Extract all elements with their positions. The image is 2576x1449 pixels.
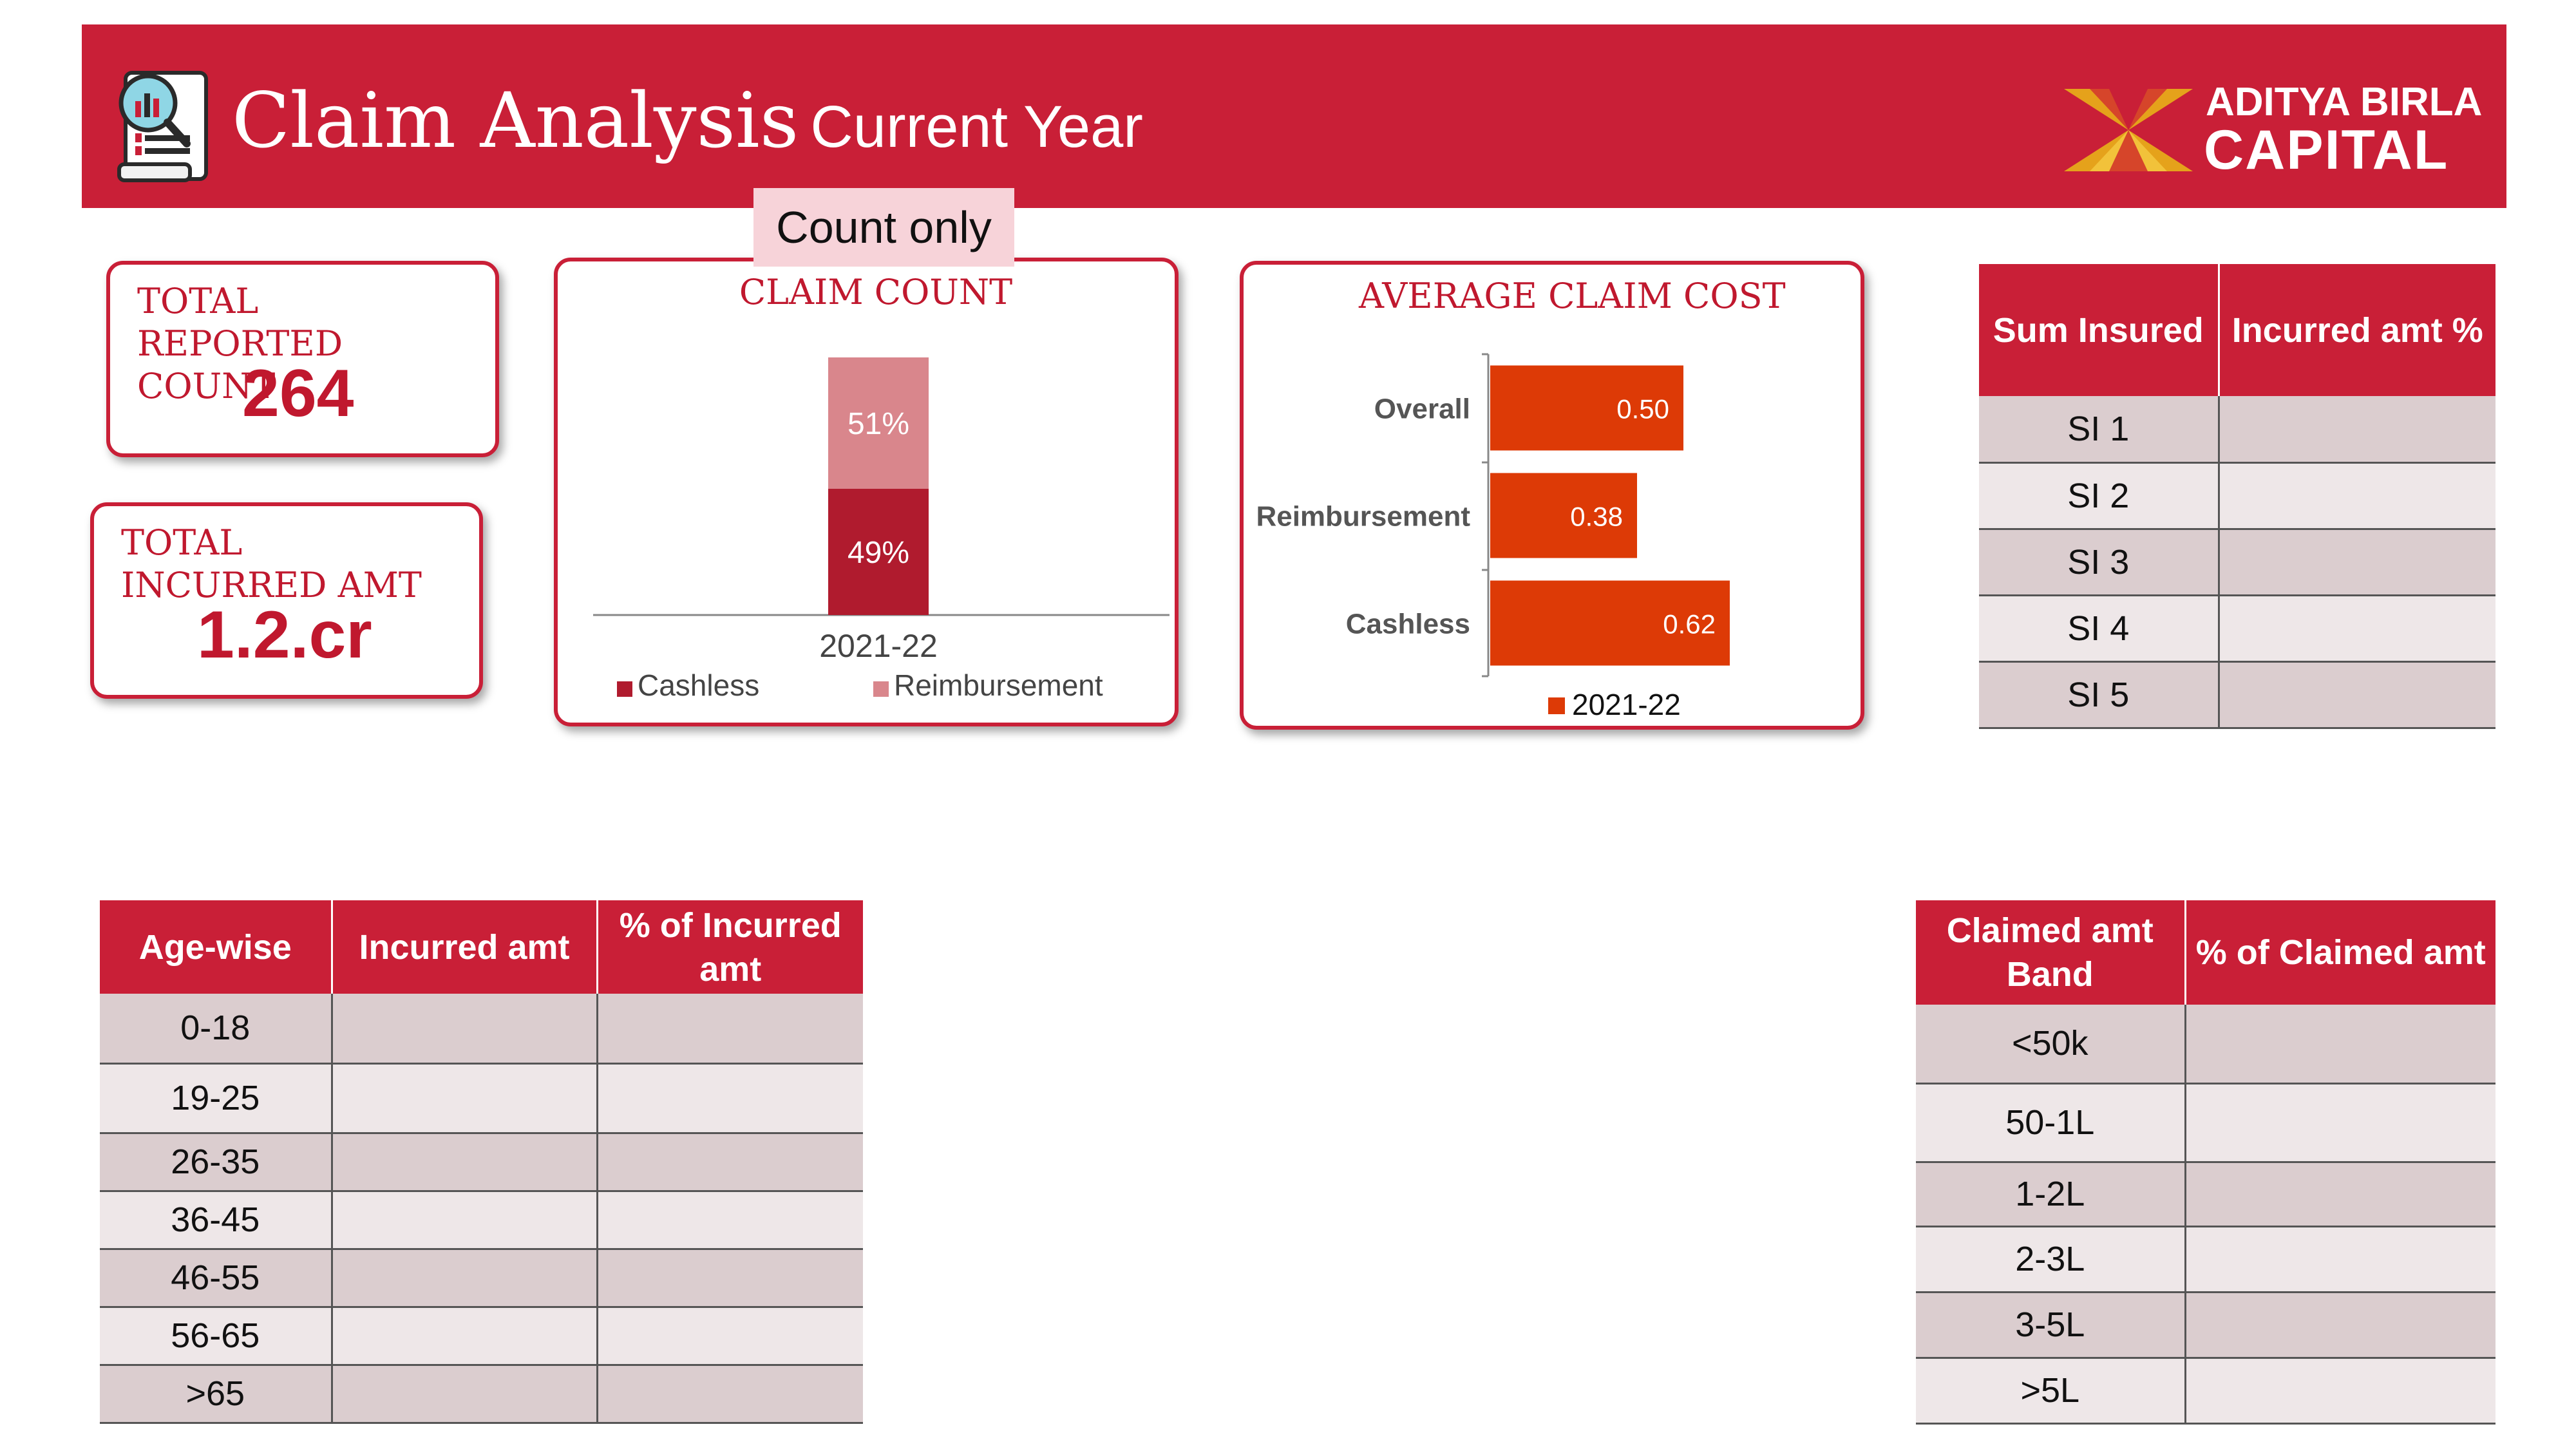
- table-cell: 0-18: [100, 994, 333, 1065]
- bar-cashless: [828, 489, 929, 615]
- bar-reimbursement: [828, 357, 929, 489]
- table-cell: 36-45: [100, 1191, 333, 1250]
- bar-overall: [1490, 365, 1683, 451]
- average-claim-cost-chart: 0.50 Overall 0.38 Reimbursement 0.62 Cashless…: [1256, 353, 1730, 721]
- table-cell: 46-55: [100, 1249, 333, 1308]
- table-cell: [2185, 1292, 2496, 1359]
- table-cell: [597, 1307, 863, 1366]
- legend-swatch-cashless: [617, 681, 632, 697]
- age-wise-table: Age-wise Incurred amt % of Incurred amt …: [100, 900, 863, 1424]
- legend-label-cashless: Cashless: [638, 668, 759, 702]
- table-cell: [2219, 595, 2496, 663]
- category-label-overall: Overall: [1374, 393, 1470, 425]
- claim-count-chart: 49% 51% 2021-22 Cashless Reimbursement: [593, 357, 1170, 702]
- table-cell: [2219, 396, 2496, 464]
- table-cell: SI 5: [1979, 661, 2220, 729]
- total-incurred-card: TOTAL INCURRED AMT 1.2.cr: [90, 502, 483, 699]
- sum-insured-header: Sum Insured: [1979, 264, 2220, 396]
- table-cell: [597, 1133, 863, 1192]
- legend-label-2021-22: 2021-22: [1572, 688, 1681, 721]
- table-cell: >5L: [1916, 1358, 2186, 1425]
- total-incurred-value: 1.2.cr: [197, 598, 372, 672]
- page-subtitle: Current Year: [810, 94, 1143, 160]
- table-cell: [597, 1063, 863, 1134]
- total-incurred-label: TOTAL INCURRED AMT: [121, 522, 422, 605]
- legend-label-reimbursement: Reimbursement: [894, 668, 1103, 702]
- table-cell: SI 4: [1979, 595, 2220, 663]
- aditya-birla-logo-icon: [2064, 89, 2193, 171]
- table-cell: [2185, 1162, 2496, 1227]
- claimed-band-header: Claimed amt Band: [1916, 900, 2186, 1005]
- total-reported-card: TOTAL REPORTED COUNT 264: [106, 261, 499, 457]
- table-cell: <50k: [1916, 1005, 2186, 1084]
- table-cell: SI 3: [1979, 529, 2220, 596]
- table-cell: [332, 994, 598, 1065]
- table-cell: [332, 1249, 598, 1308]
- table-cell: SI 1: [1979, 396, 2220, 464]
- table-cell: [332, 1133, 598, 1192]
- logo-text-line2: CAPITAL: [2204, 119, 2449, 181]
- data-label-cashless: 0.62: [1663, 609, 1716, 639]
- table-cell: [597, 1249, 863, 1308]
- table-cell: [2185, 1083, 2496, 1163]
- average-claim-cost-title: AVERAGE CLAIM COST: [1359, 276, 1786, 316]
- table-cell: 3-5L: [1916, 1292, 2186, 1359]
- table-cell: [2185, 1005, 2496, 1084]
- table-cell: [597, 1191, 863, 1250]
- table-cell: >65: [100, 1365, 333, 1424]
- claimed-amt-band-table: Claimed amt Band % of Claimed amt <50k 5…: [1916, 900, 2496, 1425]
- pct-incurred-header: % of Incurred amt: [597, 900, 863, 994]
- data-label-overall: 0.50: [1616, 394, 1669, 424]
- table-cell: [2185, 1358, 2496, 1425]
- legend-swatch-reimbursement: [873, 681, 889, 697]
- table-cell: 19-25: [100, 1063, 333, 1134]
- table-cell: 1-2L: [1916, 1162, 2186, 1227]
- table-cell: [332, 1191, 598, 1250]
- table-cell: [2219, 462, 2496, 530]
- table-cell: [2185, 1226, 2496, 1293]
- table-cell: 56-65: [100, 1307, 333, 1366]
- pct-claimed-header: % of Claimed amt: [2185, 900, 2496, 1005]
- table-cell: [332, 1063, 598, 1134]
- incurred-pct-header: Incurred amt %: [2219, 264, 2496, 396]
- table-cell: [2219, 529, 2496, 596]
- data-label-reimbursement: 0.38: [1570, 502, 1623, 532]
- page-title-main: Claim Analysis: [232, 76, 799, 165]
- table-cell: [332, 1307, 598, 1366]
- table-cell: 26-35: [100, 1133, 333, 1192]
- table-cell: [597, 1365, 863, 1424]
- total-reported-value: 264: [242, 356, 354, 431]
- sum-insured-table: Sum Insured Incurred amt % SI 1 SI 2 SI …: [1979, 264, 2496, 729]
- table-cell: [332, 1365, 598, 1424]
- table-cell: SI 2: [1979, 462, 2220, 530]
- incurred-amt-header: Incurred amt: [332, 900, 598, 994]
- table-cell: [597, 994, 863, 1065]
- report-magnifier-icon: [97, 61, 225, 190]
- total-reported-label: TOTAL REPORTED COUNT: [137, 281, 343, 406]
- data-label-reimbursement: 51%: [848, 407, 909, 441]
- legend-swatch-2021-22: [1548, 697, 1565, 714]
- page-title: Claim Analysis Current Year: [232, 82, 1143, 158]
- age-wise-header: Age-wise: [100, 900, 333, 994]
- category-label-reimbursement: Reimbursement: [1256, 501, 1470, 533]
- bar-cashless: [1490, 580, 1730, 666]
- data-label-cashless: 49%: [848, 536, 909, 570]
- x-tick-label: 2021-22: [819, 628, 938, 664]
- table-cell: [2219, 661, 2496, 729]
- category-label-cashless: Cashless: [1346, 609, 1470, 640]
- table-cell: 2-3L: [1916, 1226, 2186, 1293]
- logo-text-line1: ADITYA BIRLA: [2206, 80, 2483, 124]
- claim-count-title: CLAIM COUNT: [739, 272, 1013, 312]
- count-only-tag: Count only: [753, 188, 1014, 267]
- table-cell: 50-1L: [1916, 1083, 2186, 1163]
- bar-reimbursement: [1490, 473, 1637, 558]
